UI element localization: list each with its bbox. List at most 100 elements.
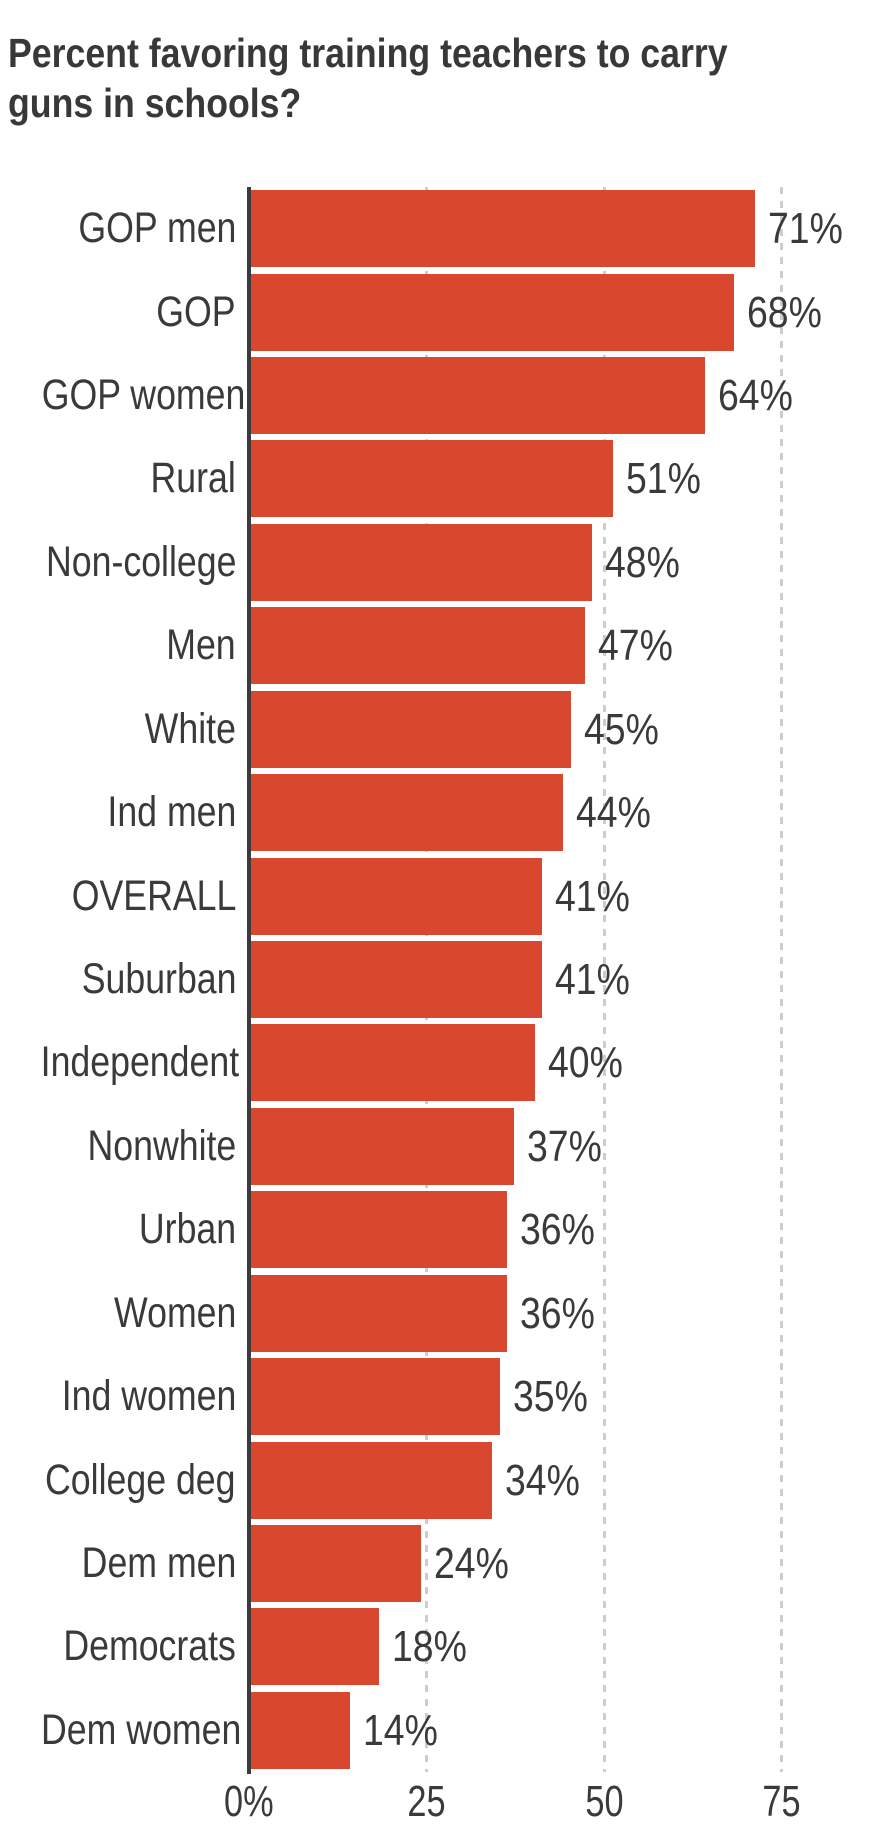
- category-label-text: Democrats: [63, 1622, 236, 1671]
- chart-title-line-1: Percent favoring training teachers to ca…: [8, 30, 728, 76]
- category-label-text: White: [144, 704, 236, 753]
- x-tick-label-text: 50: [584, 1777, 624, 1826]
- value-label-text: 14%: [363, 1705, 439, 1755]
- y-axis-line: [247, 187, 251, 1774]
- value-label-text: 34%: [505, 1455, 581, 1505]
- x-tick-label-text: 75: [762, 1777, 801, 1826]
- value-label-text: 35%: [512, 1372, 588, 1422]
- value-label: 68%: [747, 274, 835, 351]
- category-label: Dem men: [0, 1525, 236, 1602]
- bar: [251, 1358, 500, 1436]
- bar: [251, 690, 571, 768]
- value-label: 35%: [513, 1358, 601, 1435]
- category-label: Nonwhite: [0, 1108, 236, 1185]
- category-label-text: GOP women: [41, 371, 246, 420]
- category-label: GOP: [0, 274, 236, 351]
- chart-title: Percent favoring training teachers to ca…: [8, 28, 835, 128]
- bar: [251, 1441, 493, 1519]
- value-label: 24%: [434, 1525, 522, 1602]
- value-label: 41%: [555, 941, 643, 1018]
- category-label-text: Dem men: [81, 1538, 236, 1587]
- value-label: 34%: [505, 1442, 593, 1519]
- value-label: 45%: [584, 691, 672, 768]
- category-label: Ind men: [0, 774, 236, 851]
- bar: [251, 1107, 514, 1185]
- category-label: GOP men: [0, 190, 236, 267]
- value-label-text: 47%: [597, 621, 673, 671]
- bar: [251, 273, 734, 351]
- value-label-text: 44%: [576, 788, 652, 838]
- category-label-text: GOP: [156, 287, 236, 336]
- bar: [251, 1608, 379, 1686]
- bar: [251, 1191, 507, 1269]
- category-label: Democrats: [0, 1608, 236, 1685]
- category-label: Ind women: [0, 1358, 236, 1435]
- bar: [251, 1691, 351, 1769]
- category-label: Suburban: [0, 941, 236, 1018]
- bar: [251, 440, 614, 518]
- category-label-text: Suburban: [81, 955, 236, 1003]
- value-label-text: 48%: [604, 537, 680, 587]
- category-label-text: Urban: [138, 1205, 236, 1254]
- value-label: 41%: [555, 858, 643, 935]
- value-label: 36%: [520, 1275, 608, 1352]
- bar: [251, 1274, 507, 1352]
- category-label: Independent: [0, 1024, 240, 1101]
- value-label: 18%: [392, 1608, 480, 1685]
- bar: [251, 607, 585, 685]
- value-label: 48%: [605, 524, 693, 601]
- category-label-text: Independent: [40, 1038, 240, 1087]
- value-label-text: 41%: [555, 955, 630, 1004]
- category-label-text: Dem women: [41, 1705, 242, 1754]
- value-label: 71%: [768, 190, 856, 267]
- category-label: OVERALL: [0, 858, 236, 935]
- value-label: 47%: [598, 607, 686, 684]
- category-label: Urban: [0, 1191, 236, 1268]
- bar: [251, 774, 564, 852]
- value-label-text: 68%: [746, 287, 822, 337]
- category-label-text: Men: [166, 621, 236, 670]
- value-label-text: 24%: [434, 1538, 510, 1588]
- x-tick-label-text: 25: [407, 1777, 446, 1826]
- gridline-75: [780, 187, 783, 1772]
- category-label: White: [0, 691, 236, 768]
- value-label: 64%: [718, 357, 806, 434]
- value-label-text: 36%: [519, 1205, 595, 1255]
- value-label-text: 18%: [391, 1622, 467, 1672]
- category-label: Non-college: [0, 524, 236, 601]
- category-label: Dem women: [0, 1692, 241, 1769]
- category-label-text: OVERALL: [71, 871, 236, 920]
- value-label-text: 45%: [583, 704, 659, 754]
- category-label-text: Women: [113, 1288, 236, 1337]
- value-label-text: 37%: [526, 1121, 602, 1171]
- value-label-text: 36%: [519, 1288, 595, 1338]
- category-label-text: College deg: [45, 1455, 236, 1504]
- value-label-text: 51%: [626, 454, 701, 504]
- x-tick-label-text: 0%: [224, 1777, 274, 1826]
- bar: [251, 357, 706, 435]
- category-label-text: Nonwhite: [87, 1121, 236, 1170]
- category-label: Rural: [0, 440, 236, 517]
- bar: [251, 190, 756, 268]
- category-label-text: Non-college: [45, 537, 236, 586]
- value-label-text: 64%: [718, 371, 794, 421]
- x-tick-label: 75: [722, 1780, 842, 1824]
- value-label: 37%: [527, 1108, 615, 1185]
- category-label: Men: [0, 607, 236, 684]
- category-label: Women: [0, 1275, 236, 1352]
- category-label: College deg: [0, 1442, 236, 1519]
- value-label: 40%: [548, 1024, 636, 1101]
- value-label: 44%: [576, 774, 664, 851]
- value-label: 36%: [520, 1191, 608, 1268]
- category-label-text: GOP men: [77, 204, 236, 253]
- value-label-text: 71%: [768, 204, 843, 254]
- category-label-text: Ind women: [61, 1372, 236, 1421]
- x-tick-label: 25: [367, 1780, 487, 1824]
- bar: [251, 523, 592, 601]
- category-label-text: Rural: [150, 454, 236, 503]
- chart-title-line-2: guns in schools?: [8, 80, 302, 126]
- category-label: GOP women: [0, 357, 246, 434]
- bar: [251, 1024, 535, 1102]
